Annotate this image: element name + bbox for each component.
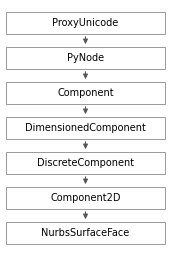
Text: Component2D: Component2D — [50, 193, 121, 203]
Text: DiscreteComponent: DiscreteComponent — [37, 158, 134, 168]
Text: PyNode: PyNode — [67, 53, 104, 63]
Text: ProxyUnicode: ProxyUnicode — [52, 18, 119, 28]
FancyBboxPatch shape — [6, 82, 165, 104]
FancyBboxPatch shape — [6, 222, 165, 244]
Text: NurbsSurfaceFace: NurbsSurfaceFace — [41, 228, 130, 238]
FancyBboxPatch shape — [6, 117, 165, 139]
FancyBboxPatch shape — [6, 152, 165, 174]
FancyBboxPatch shape — [6, 187, 165, 209]
Text: DimensionedComponent: DimensionedComponent — [25, 123, 146, 133]
FancyBboxPatch shape — [6, 47, 165, 69]
Text: Component: Component — [57, 88, 114, 98]
FancyBboxPatch shape — [6, 12, 165, 34]
